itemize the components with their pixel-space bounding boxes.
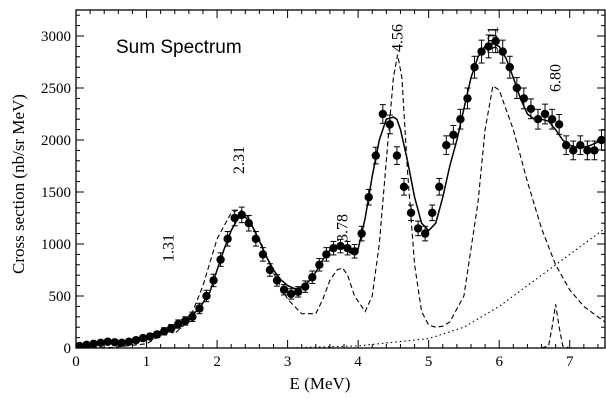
x-tick-label: 5	[425, 354, 433, 370]
y-tick-label: 2000	[41, 133, 71, 149]
data-point	[293, 287, 303, 297]
data-point	[449, 130, 458, 139]
x-tick-label: 1	[143, 354, 151, 370]
x-tick-label: 2	[213, 354, 221, 370]
y-tick-label: 0	[64, 341, 72, 357]
fit-line	[76, 42, 605, 347]
component-peak-line	[76, 54, 605, 348]
y-tick-label: 500	[49, 289, 72, 305]
data-point	[526, 104, 536, 114]
data-point	[442, 141, 451, 150]
component-peak-line	[541, 304, 570, 348]
x-axis-label: E (MeV)	[290, 374, 351, 393]
x-tick-label: 7	[566, 354, 574, 370]
y-tick-label: 2500	[41, 81, 71, 97]
x-tick-label: 4	[354, 354, 362, 370]
peak-label: 6.80	[548, 64, 565, 92]
y-tick-label: 3000	[41, 29, 71, 45]
data-point	[413, 224, 423, 233]
data-point	[590, 146, 599, 155]
data-point	[576, 141, 585, 150]
data-point	[540, 109, 550, 119]
peak-label: 1.31	[160, 234, 177, 262]
peak-label: 5.91	[485, 26, 502, 54]
y-axis-label: Cross section (nb/sr MeV)	[9, 94, 28, 274]
y-tick-label: 1500	[41, 185, 71, 201]
plot-area: 0 1 2 3 4 5 6 7 0 500 1000 1500 2000 2500 3000 1.31 2.31…	[41, 9, 606, 370]
x-tick-label: 3	[284, 354, 292, 370]
data-point	[138, 333, 148, 343]
data-point	[378, 109, 388, 119]
data-point	[547, 115, 557, 124]
data-point	[399, 182, 409, 191]
data-point	[562, 141, 571, 150]
data-point	[279, 285, 289, 294]
data-point	[392, 151, 402, 160]
data-point	[569, 146, 578, 155]
x-tick-label: 0	[72, 354, 80, 370]
data-point	[583, 146, 592, 155]
data-point	[343, 243, 352, 253]
y-tick-label: 1000	[41, 237, 71, 253]
data-point	[385, 120, 395, 129]
peak-label: 2.31	[231, 146, 248, 174]
data-point	[96, 338, 105, 347]
plot-curves	[76, 29, 605, 348]
data-point	[435, 182, 444, 191]
data-point	[301, 282, 310, 291]
data-point	[554, 120, 564, 129]
data-point	[174, 319, 183, 329]
data-point	[427, 208, 437, 217]
data-point	[286, 289, 296, 299]
peak-label: 4.56	[390, 24, 407, 52]
peak-label: 3.78	[335, 214, 352, 242]
x-tick-label: 6	[495, 354, 503, 370]
chart-title: Sum Spectrum	[116, 37, 242, 58]
data-point	[420, 229, 430, 238]
plot-frame	[75, 9, 606, 349]
